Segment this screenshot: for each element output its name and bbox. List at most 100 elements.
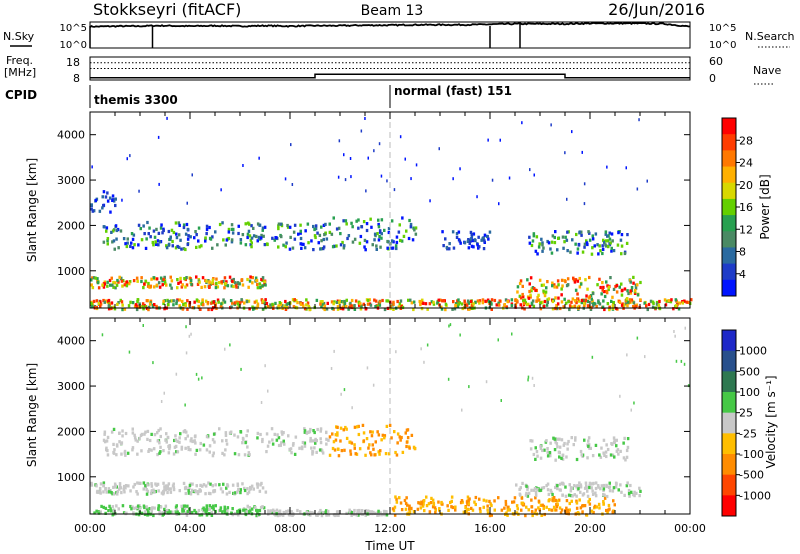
echo-cell bbox=[550, 490, 553, 494]
echo-cell bbox=[124, 431, 128, 436]
echo-cell bbox=[124, 242, 127, 246]
echo-cell bbox=[278, 509, 282, 513]
echo-cell bbox=[395, 500, 399, 504]
echo-cell bbox=[332, 440, 336, 444]
echo-cell bbox=[133, 482, 136, 487]
echo-cell bbox=[586, 299, 590, 304]
echo-cell bbox=[331, 446, 335, 451]
echo-cell bbox=[487, 138, 489, 142]
echo-cell bbox=[625, 241, 629, 245]
echo-cell bbox=[120, 279, 124, 283]
echo-cell bbox=[337, 513, 340, 517]
echo-cell bbox=[380, 218, 384, 222]
echo-cell bbox=[187, 489, 190, 493]
echo-cell bbox=[137, 243, 140, 247]
echo-cell bbox=[504, 499, 508, 504]
echo-cell bbox=[212, 451, 215, 455]
echo-cell bbox=[533, 511, 537, 515]
echo-cell bbox=[447, 508, 450, 512]
echo-cell bbox=[306, 222, 310, 226]
echo-cell bbox=[184, 437, 187, 441]
echo-cell bbox=[521, 481, 524, 485]
echo-cell bbox=[560, 456, 563, 460]
echo-cell bbox=[511, 332, 513, 336]
echo-cell bbox=[575, 494, 578, 498]
echo-cell bbox=[422, 301, 425, 305]
echo-cell bbox=[179, 432, 182, 436]
echo-cell bbox=[386, 246, 389, 250]
echo-cell bbox=[391, 246, 395, 250]
echo-cell bbox=[370, 453, 373, 457]
echo-cell bbox=[90, 203, 93, 207]
echo-cell bbox=[404, 157, 406, 161]
echo-cell bbox=[184, 232, 188, 236]
echo-cell bbox=[305, 510, 308, 514]
echo-cell bbox=[407, 236, 411, 241]
echo-cell bbox=[338, 299, 341, 303]
echo-cell bbox=[111, 283, 114, 287]
echo-cell bbox=[260, 298, 264, 302]
echo-cell bbox=[145, 492, 149, 496]
echo-cell bbox=[626, 304, 629, 308]
echo-cell bbox=[667, 299, 671, 303]
echo-cell bbox=[482, 505, 485, 509]
echo-cell bbox=[341, 305, 345, 309]
echo-cell bbox=[162, 481, 165, 485]
echo-cell bbox=[588, 486, 591, 490]
echo-cell bbox=[568, 508, 571, 512]
echo-cell bbox=[461, 408, 463, 412]
echo-cell bbox=[249, 243, 252, 247]
echo-cell bbox=[230, 240, 234, 244]
echo-cell bbox=[452, 300, 455, 304]
echo-cell bbox=[603, 453, 606, 457]
echo-cell bbox=[204, 492, 207, 496]
echo-cell bbox=[533, 287, 536, 291]
echo-cell bbox=[334, 438, 338, 442]
echo-cell bbox=[247, 285, 250, 289]
echo-cell bbox=[279, 302, 282, 306]
echo-cell bbox=[569, 250, 572, 254]
echo-cell bbox=[530, 301, 534, 305]
echo-cell bbox=[162, 277, 165, 281]
echo-cell bbox=[479, 509, 482, 514]
echo-cell bbox=[521, 292, 524, 297]
echo-cell bbox=[343, 304, 346, 308]
echo-cell bbox=[186, 201, 188, 205]
echo-cell bbox=[306, 301, 310, 305]
echo-cell bbox=[242, 164, 244, 167]
echo-cell bbox=[558, 482, 562, 486]
echo-cell bbox=[594, 486, 598, 491]
echo-cell bbox=[236, 435, 240, 439]
echo-cell bbox=[210, 506, 213, 510]
echo-cell bbox=[162, 449, 165, 453]
echo-cell bbox=[258, 282, 262, 286]
echo-cell bbox=[581, 453, 585, 457]
echo-cell bbox=[140, 511, 144, 515]
echo-cell bbox=[136, 492, 139, 496]
echo-cell bbox=[213, 489, 217, 493]
echo-cell bbox=[292, 230, 296, 234]
echo-cell bbox=[234, 283, 238, 287]
echo-cell bbox=[568, 307, 571, 312]
echo-cell bbox=[197, 508, 201, 513]
echo-cell bbox=[248, 307, 251, 311]
power-colorbar-label: Power [dB] bbox=[758, 174, 772, 239]
echo-cell bbox=[394, 244, 398, 248]
echo-cell bbox=[525, 505, 528, 509]
echo-cell bbox=[256, 286, 260, 290]
echo-cell bbox=[354, 452, 357, 456]
echo-cell bbox=[588, 497, 591, 502]
echo-cell bbox=[503, 303, 506, 307]
echo-cell bbox=[112, 285, 115, 289]
echo-cell bbox=[522, 299, 525, 303]
echo-cell bbox=[410, 433, 414, 437]
echo-cell bbox=[191, 488, 194, 492]
echo-cell bbox=[194, 434, 197, 438]
echo-cell bbox=[299, 242, 302, 246]
echo-cell bbox=[109, 210, 112, 214]
echo-cell bbox=[291, 443, 295, 447]
echo-cell bbox=[670, 298, 673, 302]
echo-cell bbox=[398, 496, 401, 500]
